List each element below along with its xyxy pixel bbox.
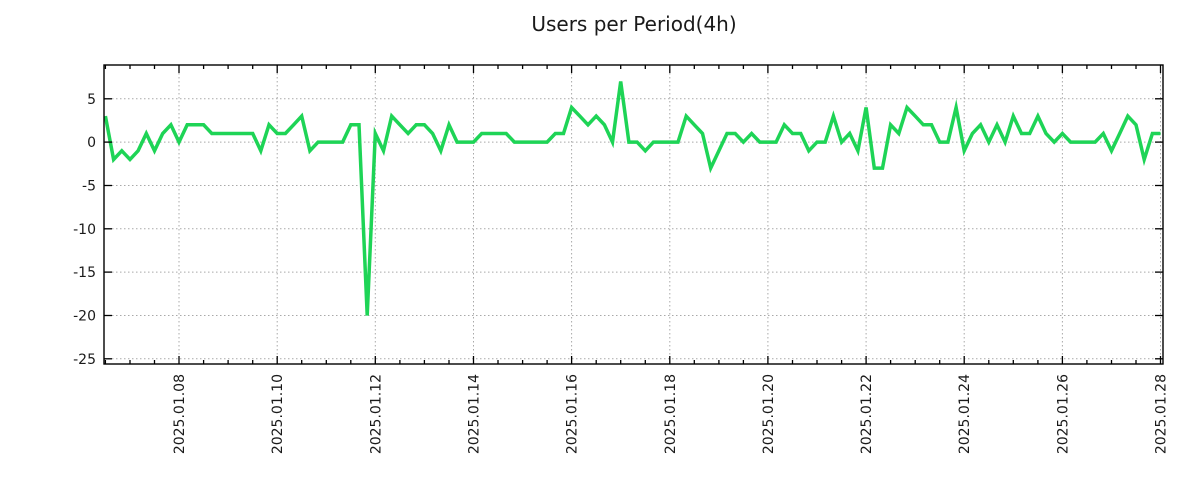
x-tick-label: 2025.01.26 [1055,374,1071,454]
y-tick-labels: 5 0 -5 -10 -15 -20 -25 [73,92,96,368]
x-tick-labels: 2025.01.08 2025.01.10 2025.01.12 2025.01.14… [172,374,1170,454]
y-tick-label: -15 [73,265,96,281]
y-tick-label: 5 [87,92,96,108]
y-tick-label: 0 [87,135,96,151]
y-tick-label: -10 [73,222,96,238]
y-tick-label: -25 [73,352,96,368]
x-tick-label: 2025.01.24 [957,374,973,454]
x-tick-label: 2025.01.18 [663,374,679,454]
axis-layer [103,64,1164,365]
x-tick-label: 2025.01.14 [467,374,483,454]
x-tick-label: 2025.01.16 [565,374,581,454]
y-tick-label: -20 [73,309,96,325]
series-layer [103,81,1161,316]
plot-border [103,64,1164,365]
x-tick-label: 2025.01.22 [859,374,875,454]
x-tick-label: 2025.01.08 [172,374,188,454]
x-tick-label: 2025.01.28 [1154,374,1170,454]
grid-layer [104,65,1163,364]
y-tick-label: -5 [82,179,96,195]
data-line [103,81,1161,316]
x-tick-label: 2025.01.10 [270,374,286,454]
chart-title: Users per Period(4h) [531,12,736,36]
x-tick-label: 2025.01.20 [761,374,777,454]
x-tick-label: 2025.01.12 [368,374,384,454]
